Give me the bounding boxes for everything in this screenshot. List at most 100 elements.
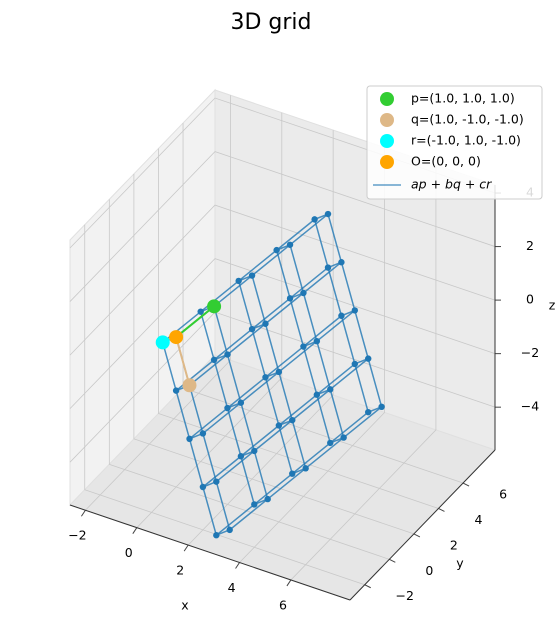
- tick-mark: [364, 584, 371, 589]
- lattice-point: [300, 343, 307, 350]
- grid-line: [133, 173, 415, 535]
- tick-mark: [235, 562, 240, 569]
- lattice-point: [262, 320, 269, 327]
- point: [207, 299, 222, 314]
- lattice-point: [262, 374, 269, 381]
- lattice-point: [324, 210, 332, 218]
- lattice-point: [186, 435, 193, 443]
- grid-line: [187, 130, 334, 546]
- lattice-point: [313, 391, 321, 398]
- grid-line: [69, 258, 496, 409]
- lattice-point: [235, 277, 242, 285]
- grid-line: [69, 151, 496, 302]
- grid-line: [84, 224, 365, 586]
- grid-line: [69, 204, 496, 356]
- tick-mark: [413, 533, 421, 538]
- lattice-point: [340, 434, 347, 441]
- lattice-point: [264, 495, 271, 503]
- lattice-point: [226, 526, 233, 534]
- lattice-point: [248, 272, 256, 279]
- lattice-point: [311, 216, 318, 223]
- y-axis-label: y: [456, 556, 464, 571]
- lattice-point: [338, 259, 345, 266]
- x-tick-label: 6: [279, 597, 287, 612]
- lattice-point: [286, 295, 294, 302]
- point: [182, 378, 197, 393]
- lattice-point: [251, 501, 258, 508]
- lattice-point: [313, 337, 321, 345]
- z-tick-label: 2: [526, 238, 534, 253]
- tick-mark: [462, 482, 470, 487]
- lattice-point: [275, 422, 283, 429]
- legend-label: O=(0, 0, 0): [411, 154, 481, 169]
- legend-label: ap + bq + cr: [411, 177, 492, 192]
- legend-marker: [380, 134, 394, 148]
- lattice-point: [213, 532, 220, 539]
- tick-mark: [389, 558, 396, 563]
- lattice-point: [324, 264, 332, 271]
- legend-label: q=(1.0, -1.0, -1.0): [411, 112, 524, 127]
- lattice-point: [210, 356, 218, 364]
- lattice-point: [237, 399, 245, 406]
- tick-mark: [183, 544, 189, 552]
- point: [169, 330, 184, 345]
- lattice-point: [172, 387, 180, 394]
- legend-label: r=(-1.0, 1.0, -1.0): [411, 133, 521, 148]
- lattice-point: [248, 325, 256, 333]
- lattice-point: [365, 408, 372, 416]
- legend-marker: [380, 92, 394, 106]
- lattice-point: [275, 368, 283, 376]
- lattice-point: [224, 351, 231, 358]
- legend-label: p=(1.0, 1.0, 1.0): [411, 91, 515, 106]
- lattice-point: [302, 465, 309, 472]
- y-tick-label: 6: [499, 487, 507, 502]
- lattice-point: [286, 241, 294, 248]
- grid-line: [158, 148, 439, 509]
- lattice-point: [338, 312, 345, 319]
- tick-mark: [80, 509, 86, 517]
- y-tick-label: 0: [425, 563, 433, 578]
- tick-mark: [438, 508, 445, 512]
- lattice-point: [199, 430, 207, 437]
- legend-marker: [380, 155, 394, 169]
- lattice-point: [327, 386, 334, 393]
- chart-title: 3D grid: [230, 10, 311, 35]
- grid-line: [108, 199, 390, 560]
- y-tick-label: −2: [396, 588, 414, 603]
- tick-mark: [132, 527, 138, 534]
- grid-line: [136, 112, 283, 528]
- vector: [175, 336, 191, 386]
- legend-box: [366, 85, 543, 200]
- lattice-point: [197, 308, 204, 315]
- x-tick-label: −2: [68, 528, 86, 543]
- lattice-point: [351, 307, 359, 314]
- lattice-point: [300, 289, 307, 297]
- y-tick-label: 4: [474, 512, 482, 527]
- lattice-point: [251, 447, 258, 455]
- z-tick-label: −2: [521, 345, 539, 360]
- x-axis-label: x: [181, 598, 188, 613]
- grid-line: [239, 147, 385, 563]
- lattice-point: [224, 404, 231, 412]
- z-tick-label: 0: [526, 292, 534, 307]
- lattice-point: [237, 453, 245, 460]
- lattice-point: [327, 439, 334, 447]
- legend-marker: [380, 113, 394, 127]
- y-tick-label: 2: [450, 537, 458, 552]
- point: [155, 335, 170, 350]
- lattice-point: [378, 403, 385, 411]
- tick-mark: [286, 579, 292, 587]
- x-axis: [69, 504, 351, 601]
- x-tick-label: 2: [176, 563, 184, 578]
- lattice-point: [273, 246, 280, 254]
- z-axis-label: z: [549, 298, 556, 313]
- y-axis: [349, 449, 496, 601]
- lattice-point: [289, 470, 296, 477]
- lattice-point: [199, 483, 207, 491]
- grid-line: [290, 164, 437, 581]
- grid-line: [85, 95, 231, 511]
- x-tick-label: 0: [125, 545, 133, 560]
- vector: [175, 305, 215, 338]
- lattice-point: [351, 360, 359, 368]
